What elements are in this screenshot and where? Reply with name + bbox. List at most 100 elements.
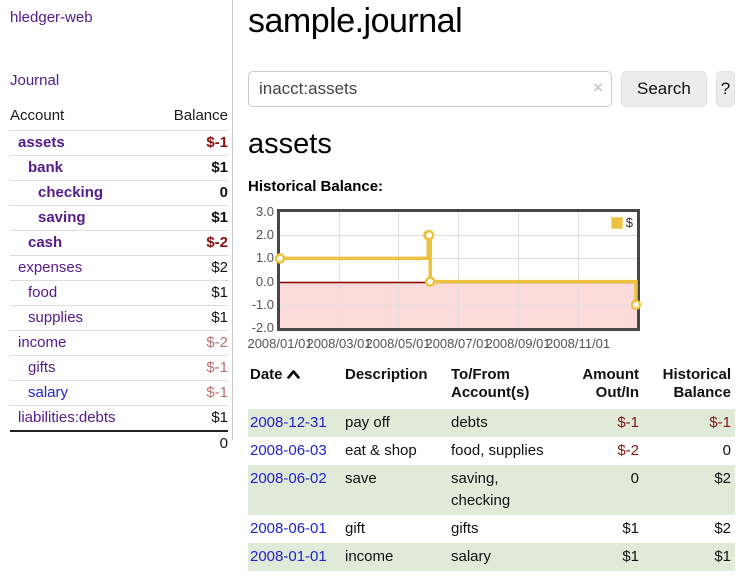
sort-asc-icon xyxy=(286,366,300,384)
transaction-amount: $1 xyxy=(622,548,639,565)
account-row: income $-2 xyxy=(10,330,228,356)
x-tick-label: 2008/01/01 xyxy=(247,336,313,351)
y-tick-label: -2.0 xyxy=(251,320,274,335)
chart-x-axis: 2008/01/01 2008/03/01 2008/05/01 2008/07/01… xyxy=(247,336,637,352)
account-balance: $-1 xyxy=(154,130,228,156)
transaction-balance: 0 xyxy=(722,442,731,459)
account-balance: $-1 xyxy=(154,355,228,381)
data-point-marker xyxy=(424,276,436,287)
account-balance: $-1 xyxy=(154,380,228,406)
x-tick-label: 2008/09/01 xyxy=(485,336,551,351)
clear-search-icon[interactable]: × xyxy=(593,78,603,97)
account-link-supplies[interactable]: supplies xyxy=(28,309,84,326)
y-tick-label: 0.0 xyxy=(255,273,274,289)
account-balance: $1 xyxy=(154,405,228,431)
data-point-marker xyxy=(274,253,286,264)
account-row: expenses $2 xyxy=(10,255,228,281)
historical-balance-chart: 3.0 2.0 1.0 0.0 -1.0 -2.0 $ 2008/01/01 2008/03… xyxy=(247,204,735,354)
x-tick-label: 2008/03/01 xyxy=(306,336,372,351)
account-link-income[interactable]: income xyxy=(18,334,67,351)
balance-column-header[interactable]: Balance xyxy=(173,107,228,124)
transaction-accounts: food, supplies xyxy=(451,442,544,459)
account-row: bank $1 xyxy=(10,155,228,181)
account-balance: $-2 xyxy=(154,330,228,356)
sidebar-item-journal[interactable]: Journal xyxy=(10,72,60,89)
transaction-date-link[interactable]: 2008-12-31 xyxy=(250,414,327,431)
search-input[interactable] xyxy=(248,71,612,107)
data-point-marker xyxy=(630,299,642,311)
transaction-date-link[interactable]: 2008-01-01 xyxy=(250,548,327,565)
account-row: assets $-1 xyxy=(10,130,228,156)
transaction-amount: 0 xyxy=(630,470,639,487)
account-balance-table: Account Balance assets $-1 bank $1 check… xyxy=(10,105,228,456)
register-header-row: Date Description To/From Account(s) Amou… xyxy=(248,364,735,409)
transaction-accounts: debts xyxy=(451,414,488,431)
account-link-bank[interactable]: bank xyxy=(28,159,64,176)
register-row[interactable]: 2008-12-31 pay off debts $-1 $-1 xyxy=(248,409,735,437)
transaction-date-link[interactable]: 2008-06-01 xyxy=(250,520,327,537)
transaction-date-link[interactable]: 2008-06-03 xyxy=(250,442,327,459)
account-column-header[interactable]: Account xyxy=(10,107,65,124)
help-button[interactable]: ? xyxy=(715,71,735,107)
account-link-assets[interactable]: assets xyxy=(18,134,65,151)
chart-plot-area[interactable]: $ xyxy=(274,209,642,331)
account-table-header: Account Balance xyxy=(10,105,228,131)
account-link-gifts[interactable]: gifts xyxy=(28,359,56,376)
register-row[interactable]: 2008-06-02 save saving, checking 0 $2 xyxy=(248,465,735,515)
account-balance: $1 xyxy=(154,280,228,306)
transaction-description: gift xyxy=(345,520,366,537)
page-title: sample.journal xyxy=(248,2,463,40)
transaction-amount: $-1 xyxy=(617,414,639,431)
accounts-column-header[interactable]: To/From Account(s) xyxy=(451,366,530,401)
register-row[interactable]: 2008-01-01 income salary $1 $1 xyxy=(248,543,735,571)
chart-legend: $ xyxy=(610,215,633,230)
description-column-header[interactable]: Description xyxy=(345,366,428,383)
account-link-checking[interactable]: checking xyxy=(38,184,104,201)
transaction-date-link[interactable]: 2008-06-02 xyxy=(250,470,327,487)
account-row: food $1 xyxy=(10,280,228,306)
transaction-description: income xyxy=(345,548,394,565)
register-row[interactable]: 2008-06-03 eat & shop food, supplies $-2… xyxy=(248,437,735,465)
account-balance: $1 xyxy=(154,305,228,331)
transaction-balance: $1 xyxy=(714,548,731,565)
transaction-accounts: salary xyxy=(451,548,492,565)
app-title-link[interactable]: hledger-web xyxy=(10,9,93,26)
account-row: salary $-1 xyxy=(10,380,228,406)
y-tick-label: -1.0 xyxy=(251,296,274,312)
account-balance: 0 xyxy=(154,180,228,206)
account-row: gifts $-1 xyxy=(10,355,228,381)
historical-balance-label: Historical Balance: xyxy=(248,178,384,195)
y-tick-label: 1.0 xyxy=(255,250,274,266)
account-link-cash[interactable]: cash xyxy=(28,234,63,251)
account-link-food[interactable]: food xyxy=(28,284,58,301)
search-button[interactable]: Search xyxy=(621,71,707,107)
transaction-amount: $1 xyxy=(622,520,639,537)
legend-series-swatch xyxy=(610,216,623,229)
transaction-accounts: saving, checking xyxy=(451,470,511,509)
account-balance: $1 xyxy=(154,155,228,181)
transaction-accounts: gifts xyxy=(451,520,479,537)
balance-column-header[interactable]: Historical Balance xyxy=(662,366,731,401)
sidebar: hledger-web Journal Account Balance asse… xyxy=(0,0,233,456)
account-link-liabilities-debts[interactable]: liabilities:debts xyxy=(18,409,116,426)
account-link-saving[interactable]: saving xyxy=(38,209,86,226)
register-row[interactable]: 2008-06-01 gift gifts $1 $2 xyxy=(248,515,735,543)
x-tick-label: 2008/07/01 xyxy=(425,336,491,351)
chart-y-axis: 3.0 2.0 1.0 0.0 -1.0 -2.0 xyxy=(248,204,275,346)
amount-column-header[interactable]: Amount Out/In xyxy=(582,366,639,401)
x-tick-label: 2008/05/01 xyxy=(365,336,431,351)
account-link-expenses[interactable]: expenses xyxy=(18,259,83,276)
account-balance: $2 xyxy=(154,255,228,281)
account-row: cash $-2 xyxy=(10,230,228,256)
date-column-header[interactable]: Date xyxy=(248,364,345,409)
transaction-amount: $-2 xyxy=(617,442,639,459)
transaction-description: save xyxy=(345,470,377,487)
account-row: saving $1 xyxy=(10,205,228,231)
legend-series-label: $ xyxy=(625,215,633,230)
account-heading: assets xyxy=(248,128,332,160)
x-tick-label: 2008/11/01 xyxy=(545,336,611,351)
transaction-balance: $-1 xyxy=(709,414,731,431)
account-link-salary[interactable]: salary xyxy=(28,384,69,401)
main-pane: sample.journal × Search ? assets Histori… xyxy=(247,0,735,571)
account-total-row: 0 xyxy=(10,430,228,456)
